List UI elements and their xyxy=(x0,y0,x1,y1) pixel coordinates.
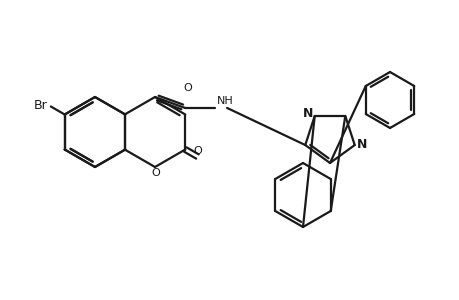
Text: NH: NH xyxy=(217,96,233,106)
Text: O: O xyxy=(184,83,192,93)
Text: N: N xyxy=(302,107,313,121)
Text: N: N xyxy=(356,137,366,151)
Text: Br: Br xyxy=(34,99,48,112)
Text: O: O xyxy=(193,146,202,155)
Text: O: O xyxy=(151,168,160,178)
